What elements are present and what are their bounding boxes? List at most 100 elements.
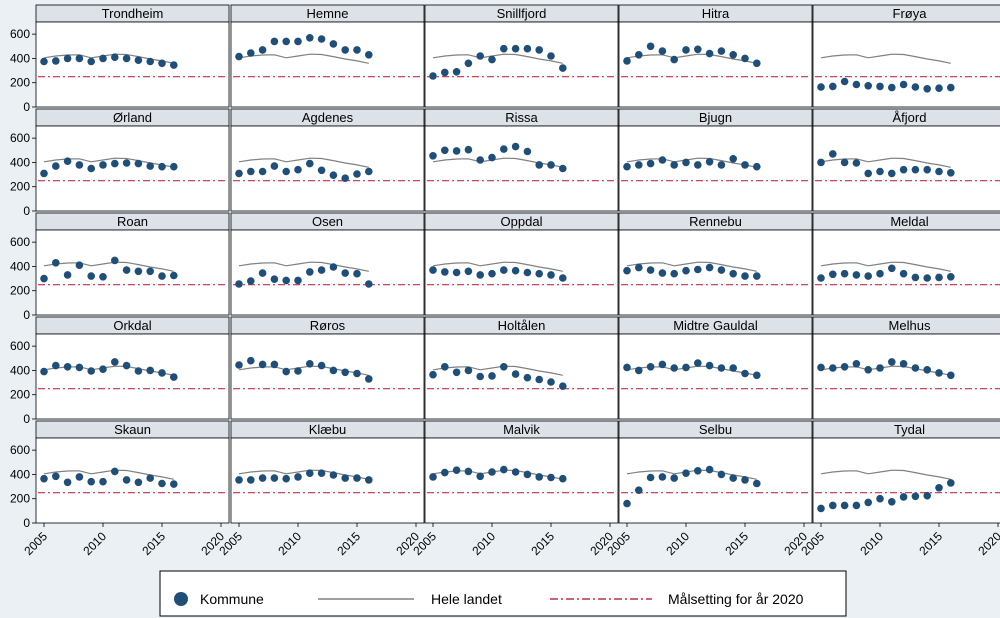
y-tick-label: 0: [23, 412, 30, 426]
data-point: [40, 57, 48, 66]
y-tick-label: 400: [10, 155, 30, 169]
data-point: [353, 474, 361, 482]
data-point: [63, 478, 72, 487]
data-point: [317, 469, 326, 478]
data-point: [87, 57, 95, 66]
data-point: [559, 164, 567, 173]
data-point: [935, 167, 943, 176]
y-tick-label: 400: [10, 363, 30, 377]
data-point: [753, 272, 761, 280]
national-line: [238, 157, 369, 168]
data-point: [635, 161, 643, 169]
data-point: [705, 361, 714, 370]
data-point: [888, 358, 896, 366]
panel-title: Roan: [117, 214, 148, 229]
data-point: [646, 363, 655, 371]
data-point: [87, 367, 95, 375]
y-tick-label: 0: [23, 516, 30, 530]
panel-title: Åfjord: [893, 110, 927, 125]
data-point: [40, 274, 48, 283]
data-point: [235, 169, 243, 178]
data-point: [258, 167, 267, 176]
data-point: [876, 82, 884, 91]
data-point: [294, 367, 302, 375]
panel-title: Rennebu: [689, 214, 742, 229]
data-point: [511, 468, 520, 476]
data-point: [646, 42, 655, 51]
data-point: [523, 373, 532, 382]
data-point: [547, 378, 555, 386]
data-point: [623, 266, 631, 275]
data-point: [282, 37, 291, 46]
data-point: [876, 269, 884, 278]
data-point: [829, 150, 837, 158]
data-point: [429, 72, 437, 80]
national-line: [238, 261, 369, 272]
data-point: [306, 268, 314, 276]
data-point: [63, 157, 72, 165]
data-point: [935, 369, 943, 377]
data-point: [294, 473, 302, 481]
data-point: [547, 52, 555, 60]
y-tick-label: 200: [10, 284, 30, 298]
panel-title: Hemne: [307, 6, 349, 21]
data-point: [282, 474, 291, 483]
data-point: [87, 477, 95, 486]
data-point: [134, 367, 143, 375]
data-point: [705, 158, 714, 166]
data-point: [741, 272, 749, 280]
data-point: [635, 486, 643, 495]
data-point: [559, 382, 567, 391]
panel-title: Midtre Gauldal: [673, 318, 758, 333]
data-point: [282, 167, 291, 176]
data-point: [741, 369, 749, 378]
data-point: [441, 363, 449, 371]
panel-plot-area: [618, 333, 813, 420]
legend: Kommune Hele landet Målsetting for år 20…: [159, 570, 847, 617]
data-point: [63, 363, 72, 371]
data-point: [923, 491, 931, 500]
data-point: [258, 474, 267, 482]
data-point: [852, 360, 861, 368]
data-point: [317, 166, 326, 175]
data-point: [258, 269, 267, 277]
data-point: [646, 159, 655, 168]
data-point: [511, 44, 520, 53]
data-point: [158, 272, 166, 280]
data-point: [911, 364, 920, 372]
data-point: [682, 266, 690, 275]
data-point: [947, 479, 955, 487]
data-point: [705, 465, 714, 474]
data-point: [282, 276, 291, 285]
data-point: [429, 370, 437, 379]
data-point: [146, 267, 154, 276]
data-point: [817, 158, 825, 167]
data-point: [235, 52, 243, 61]
data-point: [876, 364, 884, 372]
data-point: [729, 51, 737, 59]
y-tick-label: 600: [10, 443, 30, 457]
data-point: [75, 261, 84, 270]
data-point: [329, 471, 338, 479]
panel-title: Malvik: [503, 422, 540, 437]
panel-plot-area: [424, 21, 619, 108]
data-point: [535, 375, 543, 384]
data-point: [888, 169, 896, 178]
panel-ørland: Ørland: [35, 108, 230, 212]
national-line: [432, 53, 563, 64]
national-line: [238, 53, 369, 64]
data-point: [306, 360, 314, 368]
data-point: [840, 158, 849, 167]
panel-malvik: Malvik: [424, 420, 619, 524]
data-point: [441, 146, 449, 155]
data-point: [158, 369, 166, 377]
data-point: [429, 473, 437, 481]
data-point: [306, 159, 314, 168]
data-point: [670, 269, 678, 278]
panel-plot-area: [618, 437, 813, 524]
data-point: [75, 54, 84, 63]
data-point: [753, 371, 761, 380]
data-point: [52, 57, 60, 65]
data-point: [694, 161, 702, 169]
data-point: [134, 478, 143, 487]
